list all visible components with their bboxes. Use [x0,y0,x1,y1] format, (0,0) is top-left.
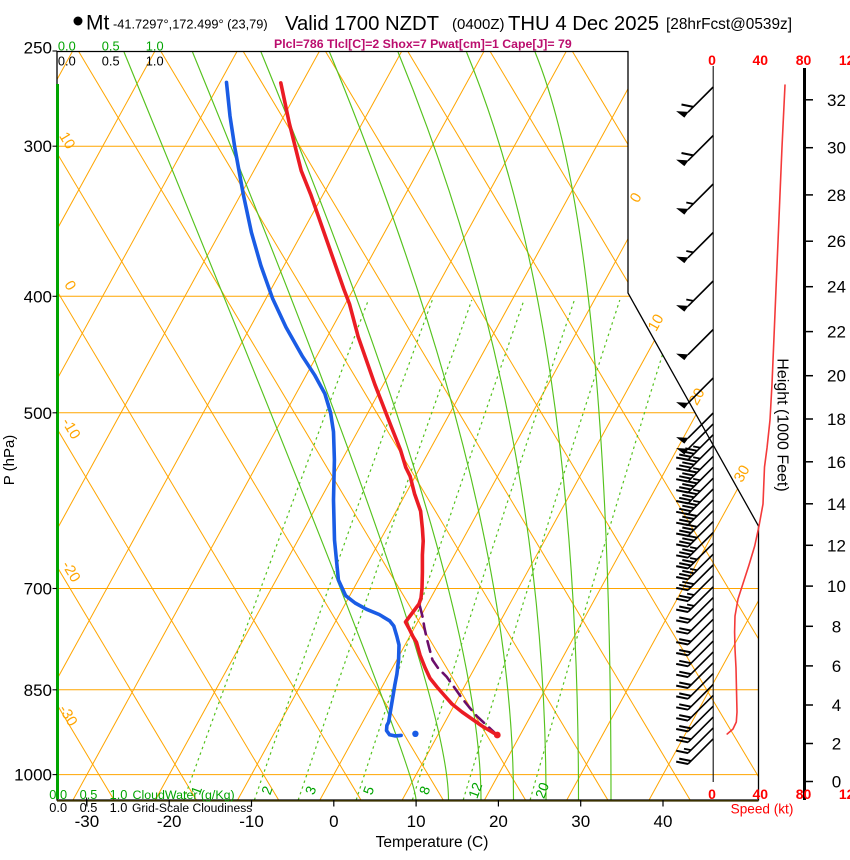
svg-text:6: 6 [832,657,841,676]
svg-text:[28hrFcst@0539z]: [28hrFcst@0539z] [666,16,792,33]
svg-text:-41.7297°,172.499° (23,79): -41.7297°,172.499° (23,79) [113,17,268,32]
svg-text:120: 120 [839,786,850,802]
svg-text:24: 24 [827,278,846,297]
svg-text:10: 10 [827,577,846,596]
svg-text:20: 20 [686,385,709,408]
svg-text:14: 14 [827,495,846,514]
svg-text:250: 250 [24,39,52,58]
svg-text:1.0: 1.0 [146,54,164,69]
svg-text:500: 500 [24,404,52,423]
svg-text:120: 120 [839,52,850,68]
svg-text:850: 850 [24,681,52,700]
svg-text:1.0: 1.0 [146,39,164,54]
svg-text:10: 10 [55,129,78,152]
svg-text:30: 30 [571,812,590,831]
svg-text:30: 30 [827,139,846,158]
svg-text:40: 40 [753,52,769,68]
svg-text:12: 12 [465,780,485,800]
svg-text:Grid-Scale Cloudiness: Grid-Scale Cloudiness [132,801,252,815]
svg-text:40: 40 [753,786,769,802]
svg-text:16: 16 [827,453,846,472]
svg-text:1.0: 1.0 [110,800,128,815]
svg-text:Temperature (C): Temperature (C) [376,834,489,851]
svg-text:30: 30 [731,462,754,485]
svg-text:28: 28 [827,186,846,205]
svg-text:22: 22 [827,323,846,342]
svg-text:0.5: 0.5 [80,800,98,815]
svg-text:1.0: 1.0 [110,787,128,802]
svg-text:700: 700 [24,580,52,599]
svg-text:Mt: Mt [86,12,109,35]
svg-text:18: 18 [827,410,846,429]
svg-text:P (hPa): P (hPa) [1,435,18,486]
svg-text:32: 32 [827,91,846,110]
svg-text:0: 0 [708,786,716,802]
svg-text:0.0: 0.0 [49,800,67,815]
svg-text:20: 20 [532,780,552,800]
svg-text:THU 4 Dec 2025: THU 4 Dec 2025 [508,13,659,35]
svg-text:CloudWater (g/Kg): CloudWater (g/Kg) [133,788,235,802]
svg-text:8: 8 [832,617,841,636]
svg-text:-10: -10 [239,812,264,831]
svg-text:0: 0 [832,773,841,792]
svg-text:(0400Z): (0400Z) [452,16,505,33]
svg-text:20: 20 [489,812,508,831]
svg-text:10: 10 [407,812,426,831]
svg-text:Plcl=786 Tlcl[C]=2 Shox=7 Pwat: Plcl=786 Tlcl[C]=2 Shox=7 Pwat[cm]=1 Cap… [274,37,572,51]
svg-text:2: 2 [832,735,841,754]
svg-text:0: 0 [708,52,716,68]
svg-text:-30: -30 [75,812,100,831]
svg-text:80: 80 [796,786,812,802]
svg-text:12: 12 [827,536,846,555]
svg-text:0.5: 0.5 [102,39,120,54]
svg-text:0: 0 [329,812,338,831]
svg-text:4: 4 [832,696,841,715]
svg-text:400: 400 [24,287,52,306]
svg-text:80: 80 [796,52,812,68]
svg-text:Valid 1700 NZDT: Valid 1700 NZDT [285,13,439,35]
svg-text:26: 26 [827,232,846,251]
svg-text:1000: 1000 [14,766,52,785]
svg-text:20: 20 [827,367,846,386]
svg-text:0.5: 0.5 [80,787,98,802]
svg-text:10: 10 [645,311,668,334]
svg-text:0.0: 0.0 [58,54,76,69]
svg-text:300: 300 [24,137,52,156]
svg-text:0.0: 0.0 [49,787,67,802]
svg-text:-20: -20 [157,812,182,831]
svg-text:0.5: 0.5 [102,54,120,69]
svg-text:40: 40 [654,812,673,831]
svg-text:Height (1000 Feet): Height (1000 Feet) [774,358,791,491]
svg-text:Speed (kt): Speed (kt) [731,802,794,817]
svg-text:0.0: 0.0 [58,39,76,54]
